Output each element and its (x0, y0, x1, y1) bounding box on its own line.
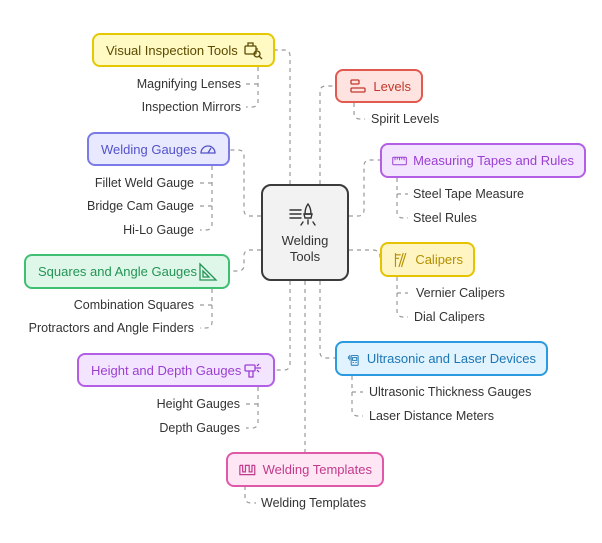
category-levels[interactable]: Levels (335, 69, 423, 103)
leaf-connector-height (246, 387, 259, 429)
leaf-connector-levels (353, 103, 365, 120)
leaf-connector-tapes (396, 178, 408, 219)
category-label: Visual Inspection Tools (106, 42, 238, 58)
connector-height (275, 281, 291, 371)
leaf-hi-lo-gauge: Hi-Lo Gauge (123, 223, 194, 237)
category-label: Squares and Angle Gauges (38, 264, 198, 279)
center-title: Welding Tools (281, 233, 329, 264)
category-visual-inspection-tools[interactable]: Visual Inspection Tools (92, 33, 275, 67)
drill-icon (244, 363, 261, 378)
connector-tapes (349, 159, 380, 217)
leaf-depth-gauges: Depth Gauges (159, 421, 240, 435)
leaf-vernier-calipers: Vernier Calipers (416, 286, 505, 300)
leaf-combination-squares: Combination Squares (73, 298, 194, 312)
set-square-icon (199, 261, 218, 281)
connector-calipers (349, 249, 381, 259)
engine-inspection-icon (244, 42, 263, 60)
center-node: Welding Tools (261, 184, 349, 281)
category-height-and-depth-gauges[interactable]: Height and Depth Gauges (77, 353, 275, 387)
welding-torch-icon (289, 202, 316, 226)
leaf-laser-distance-meters: Laser Distance Meters (369, 409, 495, 423)
measuring-tape-icon (392, 156, 407, 165)
template-icon (239, 464, 256, 475)
category-label: Calipers (415, 252, 463, 267)
leaf-inspection-mirrors: Inspection Mirrors (141, 100, 241, 114)
leaf-connector-templates (244, 486, 256, 504)
category-squares-and-angle-gauges[interactable]: Squares and Angle Gauges (24, 254, 230, 289)
connector-welding-gauges (230, 149, 261, 217)
leaf-protractors-and-angle-finders: Protractors and Angle Finders (28, 321, 194, 335)
level-icon (350, 79, 366, 93)
connector-visual (275, 49, 291, 184)
leaf-steel-rules: Steel Rules (413, 211, 477, 225)
ultrasonic-device-icon (347, 354, 359, 366)
category-label: Welding Templates (262, 462, 372, 477)
leaf-magnifying-lenses: Magnifying Lenses (136, 77, 241, 91)
category-measuring-tapes-and-rules[interactable]: Measuring Tapes and Rules (380, 143, 586, 178)
leaf-bridge-cam-gauge: Bridge Cam Gauge (86, 199, 194, 213)
category-ultrasonic-and-laser-devices[interactable]: Ultrasonic and Laser Devices (335, 341, 548, 376)
category-label: Height and Depth Gauges (91, 362, 242, 378)
connector-levels (319, 85, 335, 184)
leaf-steel-tape-measure: Steel Tape Measure (413, 187, 524, 201)
leaf-connector-welding-gauges (200, 166, 213, 231)
leaf-connector-visual (246, 67, 259, 108)
calipers-icon (394, 252, 407, 267)
leaf-fillet-weld-gauge: Fillet Weld Gauge (94, 176, 194, 190)
category-label: Welding Gauges (101, 141, 197, 157)
leaf-connector-squares (200, 289, 213, 329)
leaf-ultrasonic-thickness-gauges: Ultrasonic Thickness Gauges (369, 385, 532, 399)
leaf-spirit-levels: Spirit Levels (371, 112, 440, 126)
category-label: Measuring Tapes and Rules (413, 153, 574, 168)
category-welding-gauges[interactable]: Welding Gauges (87, 132, 230, 166)
leaf-welding-templates: Welding Templates (261, 496, 367, 510)
leaf-dial-calipers: Dial Calipers (414, 310, 485, 324)
gauge-icon (200, 145, 216, 154)
category-calipers[interactable]: Calipers (380, 242, 475, 277)
leaf-height-gauges: Height Gauges (156, 397, 240, 411)
connector-squares (230, 249, 261, 272)
category-label: Levels (373, 78, 411, 94)
category-welding-templates[interactable]: Welding Templates (226, 452, 384, 487)
leaf-connector-calipers (396, 277, 408, 318)
leaf-connector-ultrasonic (351, 376, 363, 417)
connector-ultrasonic (319, 281, 335, 359)
category-label: Ultrasonic and Laser Devices (366, 351, 536, 366)
